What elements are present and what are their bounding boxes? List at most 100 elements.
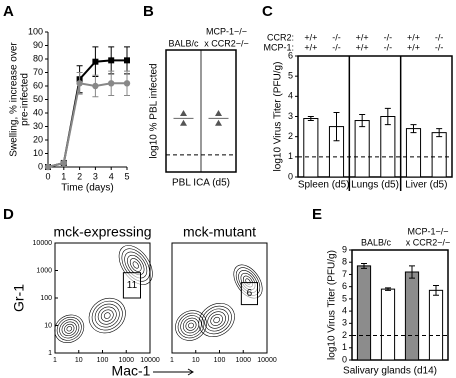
contour	[64, 323, 75, 334]
x-tick-label: 10	[75, 357, 83, 364]
panel-letter: E	[312, 206, 322, 223]
y-tick-label: 20	[33, 134, 43, 144]
y-tick-label: 5	[342, 293, 347, 303]
genotype-label: +/+	[356, 32, 369, 42]
y-tick-label: 0	[342, 354, 347, 364]
y-tick-label: 3	[288, 111, 293, 121]
error-bar	[409, 265, 415, 279]
genotype-label: +/+	[356, 42, 369, 52]
x-tick-label: 1000	[118, 357, 134, 364]
gate-label: 11	[127, 280, 138, 291]
y-tick-label: 6	[342, 281, 347, 291]
contour	[103, 312, 111, 319]
category-label: MCP-1−/−	[407, 226, 448, 236]
y-axis-label: log10 Virus Titer (PFU/g)	[327, 250, 338, 360]
y-tick-label: 4	[288, 91, 293, 101]
contour	[188, 322, 194, 329]
header-row-label: MCP-1:	[263, 42, 294, 52]
gate	[122, 272, 142, 299]
x-tick-label: 1000	[235, 357, 251, 364]
contour	[129, 258, 142, 272]
contour	[127, 254, 145, 276]
y-tick-label: 1	[48, 350, 52, 357]
genotype-label: -/-	[384, 32, 393, 42]
y-tick-label: 2	[288, 131, 293, 141]
contour	[180, 315, 202, 336]
contour	[54, 314, 85, 343]
error-bar	[433, 284, 439, 296]
y-tick-label: 70	[33, 67, 43, 77]
error-bar	[307, 116, 314, 122]
category-label: MCP-1−/−	[206, 26, 247, 36]
y-tick-label: 1	[288, 151, 293, 161]
panel-letter: A	[3, 3, 14, 20]
marker	[108, 80, 115, 87]
x-tick-label: 100	[214, 357, 226, 364]
group-label: Lungs (d5)	[351, 180, 399, 191]
error-bar	[410, 124, 417, 134]
contour	[132, 261, 139, 269]
x-axis-label: Mac-1	[112, 363, 151, 378]
y-tick-label: 10	[33, 148, 43, 158]
contour	[66, 326, 72, 332]
error-bar	[384, 107, 391, 126]
plot-title: mck-mutant	[183, 224, 256, 240]
genotype-label: -/-	[332, 32, 341, 42]
bar	[404, 271, 420, 361]
plot-frame	[351, 249, 449, 361]
marker	[76, 80, 83, 87]
x-tick-label: 4	[109, 171, 114, 181]
x-tick-label: 10000	[140, 357, 160, 364]
category-label: BALB/c	[361, 237, 392, 247]
error-bar	[436, 128, 443, 138]
bar	[405, 128, 422, 178]
y-tick-label: 8	[342, 257, 347, 267]
category-label: x CCR2−/−	[204, 38, 249, 48]
y-tick-label: 6	[288, 50, 293, 60]
bar	[380, 116, 396, 178]
arrow	[153, 368, 194, 376]
error-bar	[385, 287, 391, 291]
y-tick-label: 40	[33, 107, 43, 117]
marker	[124, 57, 130, 64]
y-tick-label: 0	[38, 161, 43, 171]
group-label: Spleen (d5)	[298, 180, 350, 191]
x-axis-label: Time (days)	[61, 183, 113, 194]
genotype-label: +/+	[407, 32, 420, 42]
x-tick-label: 0	[45, 171, 50, 181]
y-axis-label: log10 % PBL infected	[149, 63, 160, 158]
point	[215, 119, 222, 126]
y-tick-label: 60	[33, 80, 43, 90]
genotype-label: -/-	[435, 42, 444, 52]
marker	[123, 80, 131, 87]
marker	[108, 57, 115, 64]
bar	[354, 120, 370, 178]
error-bar	[359, 113, 366, 128]
point	[215, 109, 222, 116]
series-line	[47, 82, 127, 168]
y-tick-label: 50	[33, 94, 43, 104]
genotype-label: -/-	[384, 42, 393, 52]
bar	[303, 118, 319, 178]
genotype-label: -/-	[435, 32, 444, 42]
panel-letter: B	[143, 3, 154, 20]
contour	[124, 251, 148, 279]
error-bar	[361, 262, 367, 269]
header-row-label: CCR2:	[267, 32, 294, 42]
plot-title: mck-expressing	[53, 224, 151, 240]
contour	[233, 264, 263, 299]
y-tick-label: 5	[288, 71, 293, 81]
contour	[91, 300, 123, 331]
y-axis-label: Swelling, % increase over	[9, 42, 20, 157]
category-label: BALB/c	[168, 38, 199, 48]
contour	[59, 319, 80, 339]
x-axis-label: PBL ICA (d5)	[172, 178, 230, 189]
x-tick-label: 2	[77, 171, 82, 181]
contour	[61, 321, 77, 337]
y-tick-label: 80	[33, 53, 43, 63]
x-tick-label: 5	[124, 171, 129, 181]
error-bar	[333, 111, 340, 142]
genotype-label: -/-	[332, 42, 341, 52]
contour	[56, 316, 82, 341]
marker	[92, 82, 99, 90]
